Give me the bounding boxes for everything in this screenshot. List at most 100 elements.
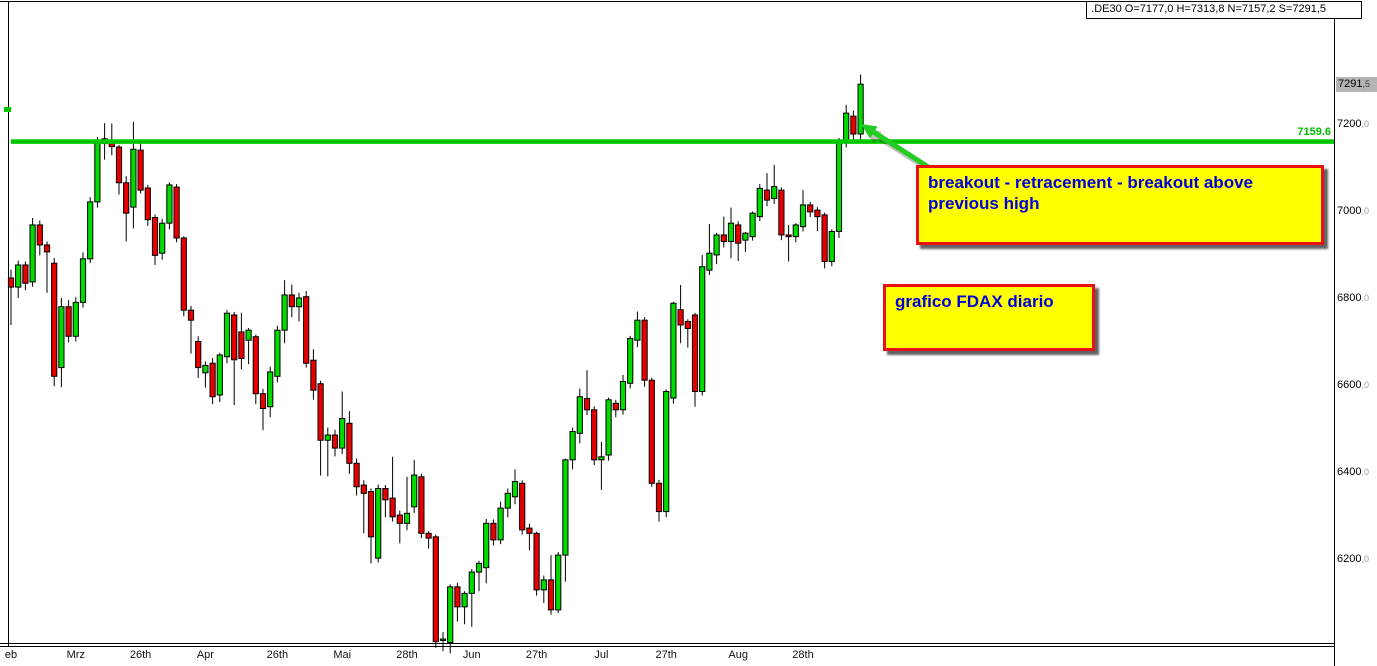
candle bbox=[51, 257, 58, 387]
candle bbox=[281, 280, 288, 344]
candle bbox=[785, 224, 792, 262]
candle bbox=[670, 301, 677, 404]
time-axis-label: eb bbox=[4, 649, 18, 661]
candle bbox=[756, 184, 763, 222]
time-axis-label: 28th bbox=[396, 649, 418, 661]
candle bbox=[835, 137, 843, 238]
time-axis-label: 26th bbox=[266, 649, 289, 661]
annotation-chart-label[interactable]: grafico FDAX diario bbox=[883, 284, 1095, 351]
candle bbox=[346, 411, 353, 474]
candle bbox=[173, 184, 180, 243]
candle bbox=[187, 305, 195, 354]
resistance-line[interactable] bbox=[11, 139, 1334, 144]
candle bbox=[533, 531, 540, 596]
candle bbox=[43, 241, 51, 293]
candle bbox=[454, 582, 461, 622]
candle bbox=[857, 74, 864, 143]
candle bbox=[562, 458, 569, 582]
candle bbox=[317, 380, 324, 476]
candle bbox=[65, 300, 72, 343]
candle bbox=[375, 484, 382, 563]
candle bbox=[475, 560, 483, 592]
candle bbox=[418, 473, 425, 539]
candle bbox=[540, 575, 547, 603]
candle bbox=[468, 569, 475, 627]
price-axis-label: 7200,0 bbox=[1337, 118, 1369, 130]
candle bbox=[569, 427, 576, 470]
candle bbox=[137, 140, 144, 194]
candle bbox=[490, 519, 497, 546]
candle bbox=[274, 325, 281, 383]
candle bbox=[144, 184, 151, 226]
annotation-chart-label-text: grafico FDAX diario bbox=[895, 292, 1054, 311]
candle bbox=[605, 397, 612, 461]
candle bbox=[115, 144, 123, 195]
price-axis-label: 6600,0 bbox=[1337, 379, 1369, 391]
candle bbox=[238, 312, 245, 370]
last-price-marker: 7291,5 bbox=[1336, 77, 1377, 92]
candle bbox=[151, 214, 159, 265]
last-price-decimal: ,5 bbox=[1362, 79, 1370, 89]
time-axis-label: Mai bbox=[333, 649, 352, 661]
candle bbox=[720, 216, 727, 248]
candle bbox=[576, 388, 583, 444]
candle bbox=[130, 121, 137, 229]
candle bbox=[598, 441, 605, 490]
candle bbox=[425, 531, 432, 549]
candle bbox=[447, 584, 454, 654]
candle bbox=[22, 261, 29, 291]
candle bbox=[691, 312, 699, 407]
candle bbox=[331, 429, 339, 457]
candle bbox=[771, 164, 778, 205]
candle bbox=[123, 176, 130, 242]
candle bbox=[288, 284, 295, 318]
price-axis-label: 7000,0 bbox=[1337, 205, 1369, 217]
candle bbox=[627, 335, 634, 389]
candle bbox=[749, 211, 756, 241]
candle bbox=[216, 352, 223, 402]
candle bbox=[511, 469, 519, 505]
candle bbox=[411, 459, 418, 513]
candle bbox=[223, 310, 231, 364]
candle bbox=[166, 182, 173, 230]
candle bbox=[727, 207, 735, 259]
time-axis-label: Apr bbox=[196, 649, 214, 661]
candle bbox=[94, 137, 101, 208]
candle bbox=[252, 334, 259, 405]
candle bbox=[432, 534, 439, 648]
candle bbox=[483, 518, 490, 584]
candle bbox=[655, 479, 663, 522]
instrument-info-box: .DE30 O=7177,0 H=7313,8 N=7157,2 S=7291,… bbox=[1086, 1, 1362, 19]
candle bbox=[295, 292, 303, 322]
instrument-info: .DE30 O=7177,0 H=7313,8 N=7157,2 S=7291,… bbox=[1091, 3, 1326, 15]
candle bbox=[497, 501, 504, 545]
candle bbox=[29, 217, 36, 287]
candle bbox=[87, 197, 94, 264]
candle bbox=[699, 254, 706, 396]
resistance-price-label: 7159.6 bbox=[1297, 126, 1331, 138]
candle bbox=[245, 328, 252, 365]
candle bbox=[684, 319, 691, 348]
candle bbox=[792, 223, 799, 243]
candle bbox=[713, 232, 720, 265]
candle bbox=[634, 311, 641, 348]
candle bbox=[360, 480, 367, 534]
annotation-breakout-line2: previous high bbox=[928, 194, 1040, 213]
annotation-breakout[interactable]: breakout - retracement - breakout above … bbox=[916, 165, 1324, 245]
candle bbox=[180, 236, 187, 317]
time-axis-label: Mrz bbox=[66, 649, 85, 661]
candle bbox=[324, 427, 331, 477]
candle bbox=[231, 311, 238, 406]
candle bbox=[706, 224, 713, 275]
candle bbox=[648, 377, 655, 487]
candlesticks bbox=[7, 74, 864, 654]
time-axis-label: 26th bbox=[129, 649, 152, 661]
candle bbox=[742, 231, 749, 252]
candle bbox=[367, 488, 375, 564]
candle bbox=[195, 336, 202, 379]
candle bbox=[763, 173, 771, 207]
candle bbox=[461, 591, 468, 625]
last-price-value: 7291 bbox=[1338, 78, 1363, 90]
candle bbox=[641, 317, 648, 387]
